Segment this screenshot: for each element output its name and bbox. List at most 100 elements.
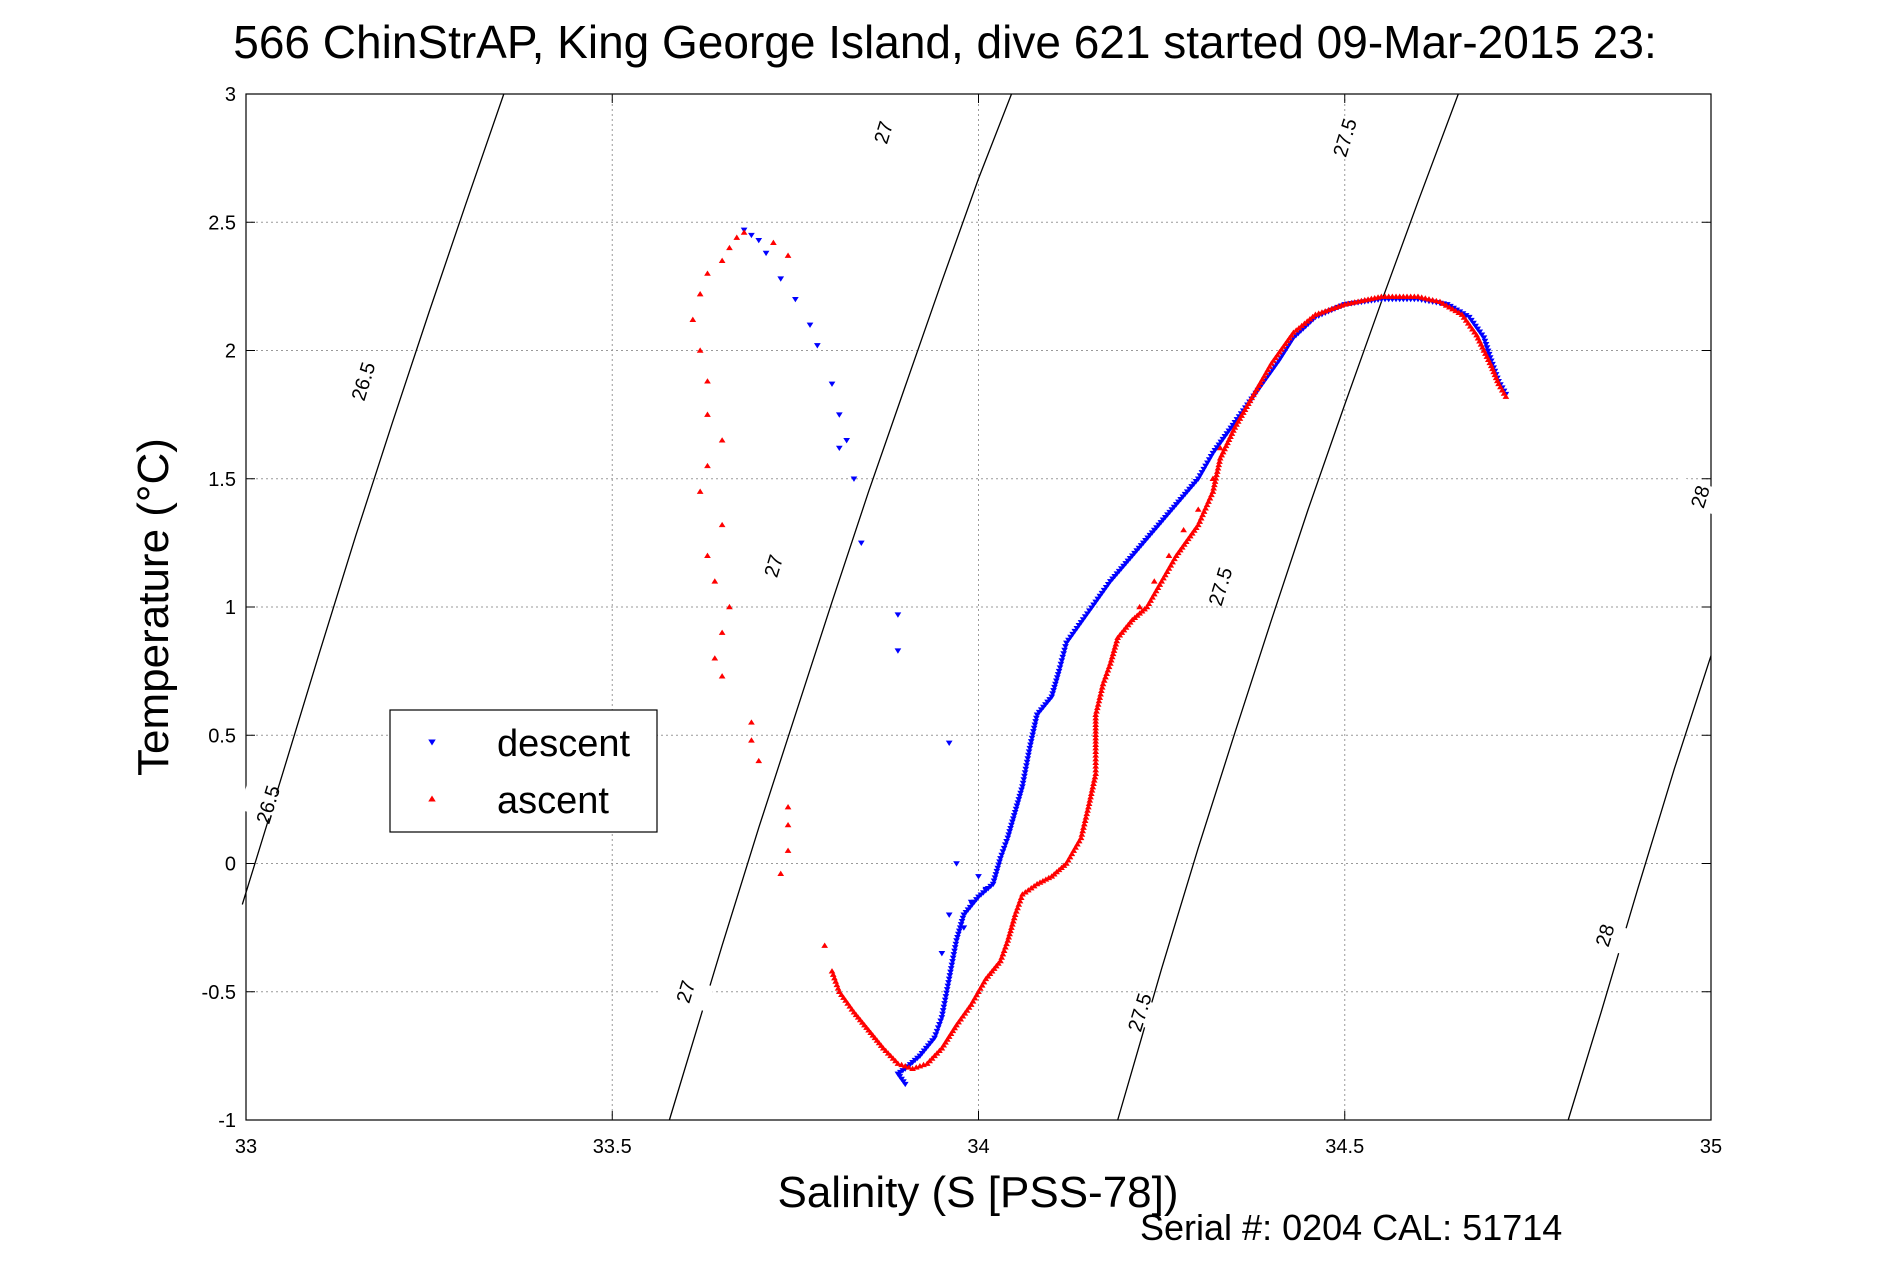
ascent-point: [1209, 475, 1217, 482]
ascent-point: [718, 257, 726, 263]
isopycnal-label-bg: [1191, 566, 1249, 607]
descent-point: [1006, 829, 1013, 835]
descent-point: [1474, 326, 1481, 332]
isopycnal-label-bg: [1110, 992, 1169, 1033]
ascent-point: [936, 1047, 943, 1054]
descent-point: [939, 1011, 946, 1017]
descent-point: [922, 1045, 930, 1052]
y-axis-label: Temperature (°C): [129, 438, 178, 776]
descent-point: [1086, 608, 1093, 614]
descent-point: [954, 934, 961, 941]
descent-point: [1135, 545, 1143, 552]
descent-point: [1052, 678, 1060, 684]
ascent-point: [1180, 526, 1187, 533]
ascent-point: [704, 411, 711, 417]
ascent-point: [957, 1016, 965, 1022]
descent-point: [1104, 582, 1112, 588]
ascent-point: [821, 942, 829, 948]
descent-point: [959, 915, 967, 922]
ascent-point: [871, 1034, 879, 1041]
descent-point: [952, 941, 960, 948]
descent-point: [942, 994, 950, 1000]
isopycnal-label-bg: [854, 112, 912, 153]
ascent-point: [1491, 371, 1499, 378]
ascent-point: [1328, 305, 1336, 312]
descent-point: [1025, 749, 1033, 755]
series-ascent: [689, 229, 1510, 1071]
descent-point: [1092, 599, 1100, 605]
descent-point: [1040, 704, 1047, 711]
ascent-point: [1494, 377, 1501, 384]
ascent-point: [1039, 877, 1047, 884]
ascent-point: [1027, 885, 1035, 891]
isopycnal-line: [668, 93, 1013, 1121]
descent-point: [1016, 793, 1024, 800]
descent-point: [1478, 332, 1486, 338]
descent-point: [1014, 800, 1022, 806]
ascent-point: [1024, 887, 1032, 893]
descent-point: [1013, 803, 1021, 809]
x-tick-label: 33: [235, 1136, 257, 1158]
descent-point: [1077, 620, 1085, 626]
descent-point: [1209, 450, 1217, 457]
descent-point: [1050, 688, 1057, 694]
descent-point: [993, 868, 1001, 875]
descent-point: [975, 874, 982, 880]
descent-point: [1219, 436, 1227, 443]
descent-point: [894, 612, 902, 618]
descent-point: [1480, 335, 1488, 341]
descent-point: [1215, 442, 1223, 448]
ascent-point: [784, 252, 792, 258]
descent-point: [1021, 773, 1028, 780]
descent-point: [1020, 777, 1028, 783]
ascent-point: [1048, 873, 1056, 879]
ascent-point: [1483, 353, 1491, 359]
descent-point: [927, 1040, 934, 1047]
ascent-point: [928, 1055, 936, 1061]
descent-point: [1088, 605, 1095, 611]
y-tick-label: 1.5: [208, 469, 236, 491]
descent-point: [1100, 587, 1108, 594]
descent-point: [896, 1074, 904, 1080]
ascent-point: [867, 1029, 875, 1036]
descent-point: [975, 894, 982, 900]
legend-label-ascent: ascent: [497, 780, 609, 822]
ascent-point: [920, 1061, 927, 1068]
ascent-point: [1469, 326, 1476, 332]
ascent-point: [889, 1055, 897, 1061]
descent-point: [1183, 489, 1191, 495]
descent-point: [1111, 573, 1119, 580]
ascent-point: [854, 1014, 862, 1020]
ascent-point: [955, 1019, 962, 1025]
ascent-point: [1194, 506, 1202, 512]
ascent-point: [1476, 338, 1483, 344]
descent-point: [1026, 745, 1034, 752]
ascent-point: [718, 437, 726, 443]
ascent-point: [1473, 332, 1480, 338]
descent-point: [998, 852, 1006, 859]
descent-point: [936, 1021, 943, 1028]
descent-point: [762, 250, 770, 257]
y-tick-label: -0.5: [202, 982, 236, 1004]
descent-point: [748, 232, 755, 239]
ascent-point: [859, 1019, 866, 1025]
descent-point: [1061, 647, 1068, 654]
ascent-point: [748, 719, 755, 725]
descent-point: [945, 740, 953, 747]
descent-point: [1023, 763, 1030, 769]
grid-lines: [246, 94, 1711, 1120]
descent-point: [1188, 484, 1195, 490]
ascent-point: [865, 1027, 872, 1033]
descent-point: [1122, 561, 1130, 567]
descent-point: [1004, 835, 1012, 841]
ascent-point: [1492, 374, 1500, 381]
legend-label-descent: descent: [497, 723, 631, 765]
ascent-point: [835, 988, 843, 995]
legend-marker-ascent: [428, 795, 436, 802]
ascent-point: [696, 347, 704, 353]
descent-point: [1012, 806, 1020, 813]
ascent-point: [1498, 387, 1506, 393]
descent-point: [850, 476, 858, 482]
ascent-point: [1484, 356, 1492, 362]
ascent-point: [1486, 359, 1494, 366]
